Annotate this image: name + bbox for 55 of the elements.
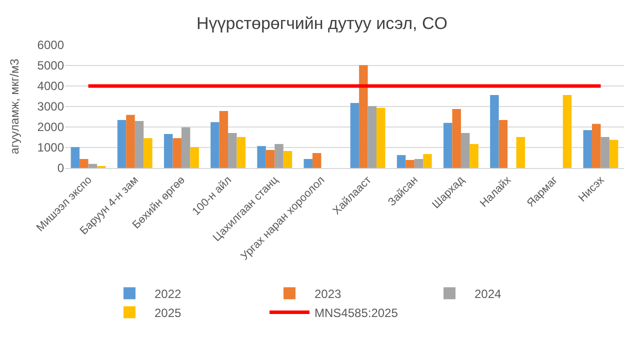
bar: [609, 140, 618, 168]
y-tick-label: 0: [57, 161, 64, 176]
bar: [190, 147, 199, 168]
y-tick-label: 2000: [37, 120, 64, 134]
bar: [80, 158, 88, 168]
bar: [350, 103, 360, 168]
bar: [134, 121, 144, 168]
bar: [470, 144, 478, 168]
legend-label: 2025: [154, 306, 182, 320]
bar: [144, 138, 152, 168]
bar: [583, 130, 592, 168]
bar: [304, 158, 312, 168]
bar: [283, 150, 292, 168]
y-axis-title: агууламж, мкг/м3: [8, 58, 22, 154]
legend-label: 2022: [154, 286, 182, 301]
bar: [126, 114, 135, 168]
bar: [406, 160, 414, 168]
bar: [423, 154, 432, 168]
bar: [219, 111, 228, 168]
legend-label: 2024: [474, 286, 502, 301]
y-tick-label: 5000: [37, 58, 64, 73]
y-tick-label: 4000: [37, 79, 64, 94]
bar: [172, 138, 182, 168]
bar: [592, 124, 601, 168]
bar: [70, 147, 80, 168]
bar: [368, 106, 377, 168]
bar: [498, 120, 508, 168]
bar: [88, 164, 98, 168]
y-tick-label: 6000: [37, 38, 64, 52]
bar: [210, 122, 220, 168]
bar: [266, 150, 275, 168]
bar: [181, 127, 190, 168]
bar: [376, 108, 386, 168]
bar: [359, 65, 368, 168]
chart-title: Нүүрстөрөгчийн дутуу исэл, CO: [196, 14, 448, 33]
bar: [460, 132, 470, 168]
legend-label: MNS4585:2025: [314, 306, 398, 320]
bar: [236, 137, 246, 168]
legend-label: 2023: [314, 286, 342, 301]
bar: [600, 137, 610, 168]
bar: [257, 146, 266, 168]
bar: [228, 132, 237, 168]
y-tick-label: 1000: [37, 140, 64, 155]
bar: [312, 153, 322, 168]
bar: [443, 122, 452, 168]
bar: [274, 144, 284, 168]
bar: [562, 95, 572, 168]
bar: [414, 158, 424, 168]
bar: [490, 95, 499, 168]
bar: [117, 120, 126, 168]
bar: [516, 137, 526, 168]
bar: [452, 108, 461, 168]
bar: [164, 134, 173, 168]
bar: [396, 155, 406, 168]
y-tick-label: 3000: [37, 100, 64, 114]
